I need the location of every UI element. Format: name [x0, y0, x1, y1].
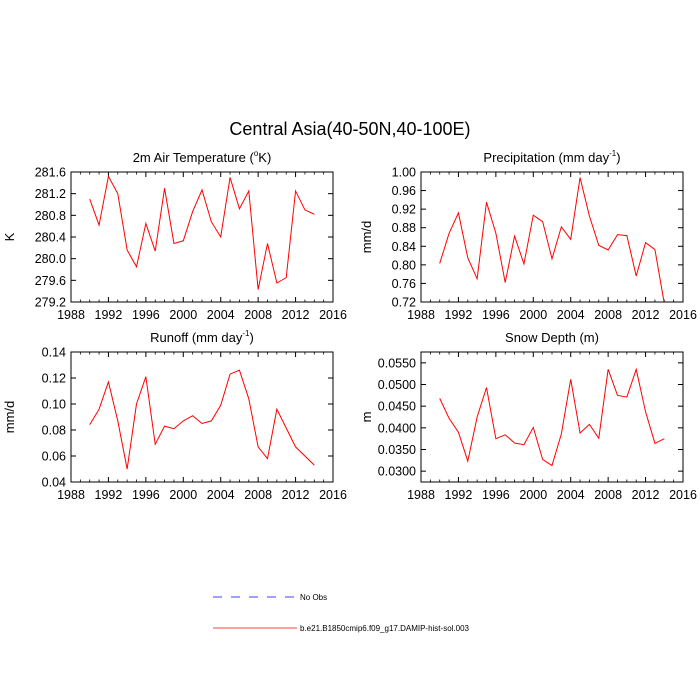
- y-tick-label: 280.0: [35, 252, 66, 266]
- y-tick-label: 0.12: [42, 372, 66, 386]
- x-tick-label: 2000: [519, 488, 547, 502]
- y-tick-label: 280.8: [35, 209, 66, 223]
- x-tick-label: 2000: [169, 488, 197, 502]
- x-tick-label: 2004: [557, 488, 585, 502]
- panel-title-part: Runoff (mm day: [150, 330, 243, 345]
- legend: No Obs b.e21.B1850cmip6.f09_g17.DAMIP-hi…: [213, 593, 470, 633]
- x-tick-label: 2000: [169, 308, 197, 322]
- y-tick-label: 1.00: [392, 166, 416, 180]
- panels: 2m Air Temperature (oK)1988 1992 1996 2000 2…: [2, 149, 697, 502]
- x-tick-label: 2016: [319, 308, 347, 322]
- x-tick-label: 2016: [669, 488, 697, 502]
- panel-title-part: Precipitation (mm day: [483, 150, 609, 165]
- panel-precipitation: Precipitation (mm day-1) 1988 1992 1996 2000…: [359, 149, 697, 322]
- panel-title-part: 2m Air Temperature (: [133, 150, 255, 165]
- x-tick-label: 1988: [57, 308, 85, 322]
- x-tick-label: 1996: [132, 308, 160, 322]
- y-tick-label: 0.92: [392, 203, 416, 217]
- y-tick-label: 0.72: [392, 296, 416, 310]
- x-tick-label: 2004: [207, 488, 235, 502]
- y-tick-label: 0.76: [392, 277, 416, 291]
- x-tick-label: 1996: [482, 308, 510, 322]
- y-tick-label: 0.0500: [378, 378, 416, 392]
- plot-frame: [420, 351, 684, 483]
- series-line: [89, 369, 315, 470]
- x-tick-label: 2008: [594, 308, 622, 322]
- main-title: Central Asia(40-50N,40-100E): [229, 119, 470, 139]
- y-tick-label: 0.96: [392, 184, 416, 198]
- panel-title-part: K): [258, 150, 271, 165]
- y-tick-label: 0.14: [42, 346, 66, 360]
- panel-title: Runoff (mm day-1): [150, 329, 254, 345]
- y-tick-label: 280.4: [35, 231, 66, 245]
- y-tick-label: 0.10: [42, 398, 66, 412]
- x-tick-label: 1992: [445, 488, 473, 502]
- y-tick-label: 0.88: [392, 221, 416, 235]
- legend-label-no-obs: No Obs: [300, 593, 327, 602]
- panel-title: Precipitation (mm day-1): [483, 149, 620, 165]
- series-line: [439, 367, 665, 467]
- panel-title-part: ): [250, 330, 254, 345]
- y-axis-label: mm/d: [359, 221, 374, 254]
- x-tick-label: 2012: [282, 308, 310, 322]
- plot-frame: [70, 351, 334, 483]
- x-tick-label: 1992: [95, 488, 123, 502]
- y-tick-label: 279.6: [35, 274, 66, 288]
- series-line: [89, 174, 315, 290]
- panel-title-part: Snow Depth (m): [505, 330, 599, 345]
- y-tick-label: 0.0450: [378, 400, 416, 414]
- y-tick-label: 0.84: [392, 240, 416, 254]
- x-tick-label: 2012: [632, 308, 660, 322]
- x-tick-label: 2008: [244, 488, 272, 502]
- x-tick-label: 2016: [669, 308, 697, 322]
- panel-runoff: Runoff (mm day-1) 1988 1992 1996 2000 2004 200…: [2, 329, 347, 502]
- y-tick-label: 0.08: [42, 424, 66, 438]
- panel-temperature: 2m Air Temperature (oK) 1988 1992 1996 2000 2…: [2, 149, 347, 322]
- y-tick-label: 0.06: [42, 450, 66, 464]
- x-tick-label: 2004: [207, 308, 235, 322]
- y-tick-label: 0.04: [42, 476, 66, 490]
- panel-title-part: ): [616, 150, 620, 165]
- x-tick-label: 1988: [57, 488, 85, 502]
- y-axis-label: m: [359, 412, 374, 423]
- x-tick-label: 1988: [407, 308, 435, 322]
- panel-title-part: -1: [609, 149, 617, 158]
- x-tick-label: 2008: [594, 488, 622, 502]
- y-tick-label: 0.0350: [378, 443, 416, 457]
- legend-label-model: b.e21.B1850cmip6.f09_g17.DAMIP-hist-sol.…: [300, 624, 470, 633]
- y-tick-label: 281.2: [35, 187, 66, 201]
- x-tick-label: 1996: [132, 488, 160, 502]
- y-axis-label: K: [2, 232, 17, 241]
- y-tick-label: 0.0300: [378, 465, 416, 479]
- plot-frame: [420, 171, 684, 303]
- series-line: [439, 177, 665, 302]
- y-tick-label: 0.0400: [378, 421, 416, 435]
- x-tick-label: 1996: [482, 488, 510, 502]
- x-tick-label: 2004: [557, 308, 585, 322]
- x-tick-label: 2008: [244, 308, 272, 322]
- x-tick-label: 1992: [445, 308, 473, 322]
- panel-title-part: -1: [242, 329, 250, 338]
- y-tick-label: 279.2: [35, 296, 66, 310]
- y-axis-label: mm/d: [2, 401, 17, 434]
- x-tick-label: 2000: [519, 308, 547, 322]
- x-tick-label: 2012: [282, 488, 310, 502]
- panel-title: 2m Air Temperature (oK): [133, 149, 272, 165]
- x-tick-label: 1988: [407, 488, 435, 502]
- y-tick-label: 0.0550: [378, 356, 416, 370]
- plot-frame: [70, 171, 334, 303]
- panel-title: Snow Depth (m): [505, 330, 599, 345]
- x-tick-label: 2016: [319, 488, 347, 502]
- y-tick-label: 281.6: [35, 166, 66, 180]
- panel-title-part: o: [254, 149, 259, 158]
- y-tick-label: 0.80: [392, 258, 416, 272]
- panel-snow-depth: Snow Depth (m) 1988 1992 1996 2000 2004 2008 20…: [359, 330, 697, 502]
- x-tick-label: 1992: [95, 308, 123, 322]
- x-tick-label: 2012: [632, 488, 660, 502]
